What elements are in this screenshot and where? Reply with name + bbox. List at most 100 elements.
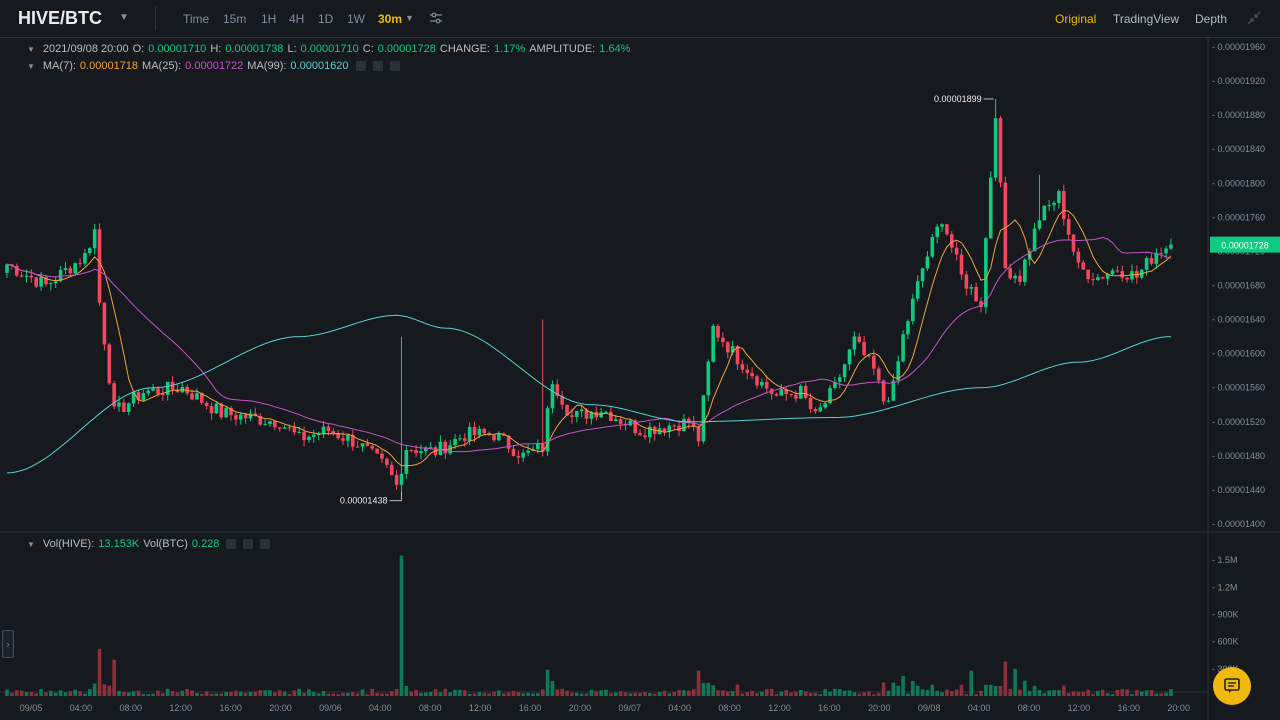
volume-bar [881,682,886,696]
candle-body [433,447,438,456]
candle-body [1032,228,1037,252]
chevron-down-icon[interactable]: ▼ [27,45,35,54]
volume-bar [574,692,579,696]
volume-bar [341,692,345,696]
candle-body [316,434,321,436]
interval-15m[interactable]: 15m [223,12,247,26]
candle-body [161,393,165,395]
candle-body [823,403,827,408]
candle-body [935,226,939,238]
volume-bar [609,693,613,696]
candle-body [1130,271,1134,280]
interval-30m[interactable]: 30m [378,12,403,26]
time-tick-label: 09/07 [619,703,642,713]
chevron-down-icon[interactable]: ▼ [119,12,129,23]
volume-bar [10,692,14,696]
volume-bar [969,670,974,696]
vol-settings-icon[interactable] [243,539,254,550]
candle-body [243,414,248,419]
candle-body [1096,277,1100,281]
interval-1w[interactable]: 1W [347,12,365,26]
candle-body [326,426,331,432]
volume-bar [414,689,418,696]
candle-body [224,408,228,418]
chat-button[interactable] [1213,667,1251,705]
candle-body [691,422,696,427]
volume-bar [165,688,170,696]
volume-bar [687,690,691,696]
interval-time[interactable]: Time [183,12,210,26]
ma-visibility-icon[interactable] [355,61,366,72]
candle-body [906,321,910,335]
volume-bar [467,693,472,696]
candle-body [662,428,667,433]
vol-hive-value: 13.153K [98,538,140,550]
candle-body [190,393,194,400]
chevron-down-icon[interactable]: ▼ [27,62,35,71]
ma-settings-icon[interactable] [372,61,383,72]
volume-bar [891,682,896,696]
view-depth[interactable]: Depth [1195,12,1228,26]
candle-body [297,431,301,433]
volume-bar [492,691,496,696]
candle-body [292,427,297,433]
candle-body [307,436,311,441]
volume-bar [1164,692,1168,696]
pair-selector[interactable]: HIVE/BTC [18,8,103,28]
volume-bar [594,691,599,696]
volume-bar [755,693,759,696]
candle-body [886,400,891,402]
chevron-down-icon[interactable]: ▼ [405,13,414,23]
candle-body [268,421,272,424]
volume-bar [68,691,73,696]
volume-bar [657,691,662,696]
candle-body [146,390,151,394]
volume-bar [901,676,905,696]
vol-visibility-icon[interactable] [226,539,237,550]
price-tick-label: - 0.00001880 [1212,110,1265,120]
volume-bar [745,691,750,696]
volume-bar [725,691,730,696]
volume-bar [935,690,939,696]
volume-bar [238,691,243,696]
candle-body [740,364,745,370]
volume-bar [721,690,725,696]
low-value: 0.00001710 [300,43,359,55]
price-tick-label: - 0.00001800 [1212,178,1265,188]
candle-body [945,224,949,235]
collapse-icon[interactable] [1246,10,1262,26]
volume-bar [117,690,121,696]
volume-bar [925,689,930,696]
vol-close-icon[interactable] [260,539,271,550]
volume-bar [1130,694,1134,696]
volume-bar [195,692,199,696]
volume-bar [896,685,901,696]
candle-body [526,450,530,453]
candle-body [68,268,73,274]
volume-bar [438,692,443,696]
volume-bar [107,685,112,696]
interval-4h[interactable]: 4H [289,12,305,26]
ma-close-icon[interactable] [389,61,400,72]
volume-bar [477,692,482,696]
interval-1d[interactable]: 1D [318,12,334,26]
candle-body [24,275,29,277]
time-tick-label: 04:00 [968,703,991,713]
volume-bar [44,692,48,696]
settings-sliders-icon[interactable] [429,11,443,25]
chevron-down-icon[interactable]: ▼ [27,540,35,549]
candle-body [287,427,292,429]
volume-bar [691,689,696,696]
candle-body [584,409,589,419]
candlestick-chart[interactable]: - 0.00001960 - 0.00001920 - 0.00001880 - 0.… [0,38,1280,720]
time-tick-label: 20:00 [868,703,891,713]
volume-bar [24,692,29,696]
expand-panel-icon[interactable]: › [2,630,14,658]
volume-tick-label: - 900K [1212,609,1239,619]
volume-bar [497,690,501,696]
view-tradingview[interactable]: TradingView [1113,12,1180,26]
candle-body [117,402,121,407]
volume-bar [964,694,969,696]
view-original[interactable]: Original [1055,12,1097,26]
interval-1h[interactable]: 1H [261,12,277,26]
